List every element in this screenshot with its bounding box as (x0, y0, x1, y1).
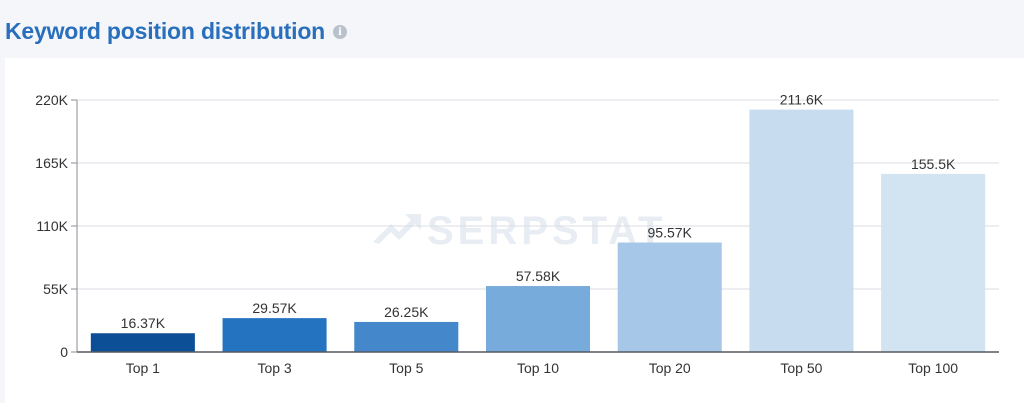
data-label: 155.5K (911, 156, 956, 172)
y-axis: 0 55K 110K 165K 220K (35, 92, 78, 360)
data-label: 29.57K (252, 300, 297, 316)
chart-header: Keyword position distribution i (5, 14, 348, 48)
x-tick-label: Top 5 (389, 360, 423, 376)
bars (90, 109, 986, 352)
x-tick-label: Top 3 (257, 360, 291, 376)
x-tick-label: Top 100 (908, 360, 958, 376)
x-tick-label: Top 50 (780, 360, 822, 376)
data-label: 211.6K (780, 92, 824, 108)
x-axis: Top 1 Top 3 Top 5 Top 10 Top 20 Top 50 Top 100 (77, 351, 999, 376)
bar (617, 242, 722, 352)
y-tick-label: 110K (36, 218, 68, 234)
serpstat-logo-icon (373, 214, 421, 244)
data-label: 95.57K (648, 225, 693, 241)
info-icon[interactable]: i (333, 25, 348, 39)
data-label: 26.25K (384, 304, 429, 320)
y-tick-label: 55K (43, 281, 69, 297)
chart-card: SERPSTAT 0 55K 110K 165K 220K 16.37K 29.57K 26… (5, 58, 1024, 403)
grid-lines (77, 99, 999, 290)
y-tick-label: 0 (60, 344, 68, 360)
bar (90, 333, 195, 352)
bar (749, 109, 854, 352)
data-label: 16.37K (121, 315, 166, 331)
bar (485, 286, 591, 352)
data-label: 57.58K (516, 268, 561, 284)
y-tick-label: 220K (35, 92, 68, 108)
data-labels: 16.37K 29.57K 26.25K 57.58K 95.57K 211.6K 155.… (121, 92, 956, 332)
x-tick-label: Top 1 (126, 360, 160, 376)
bar (354, 321, 459, 352)
x-tick-label: Top 20 (649, 360, 691, 376)
bar (881, 173, 986, 352)
x-tick-label: Top 10 (517, 360, 559, 376)
page-title: Keyword position distribution (5, 17, 326, 44)
bar (222, 318, 327, 352)
y-tick-label: 165K (35, 155, 68, 171)
